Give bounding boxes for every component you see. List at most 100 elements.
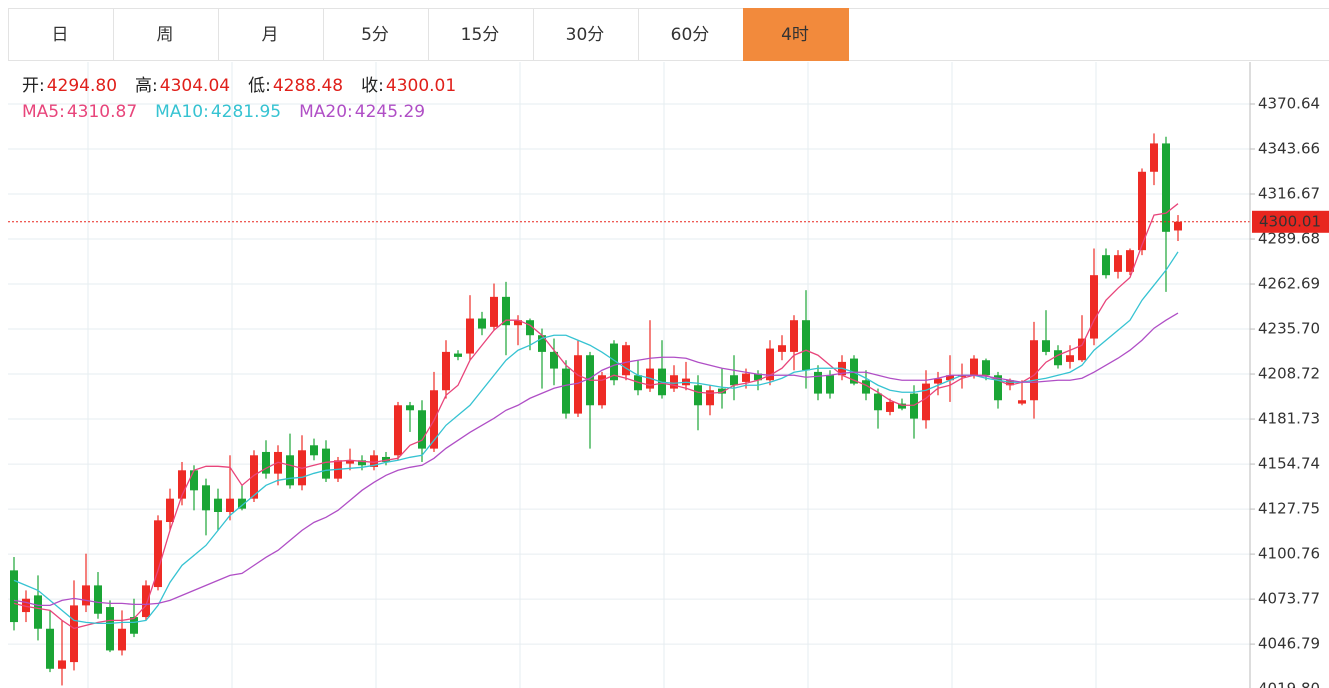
- info-label: MA20:: [299, 102, 353, 122]
- info-label: 低:: [248, 76, 271, 96]
- info-value: 4245.29: [355, 102, 425, 122]
- candle-body: [958, 375, 966, 377]
- y-tick-label: 4019.80: [1258, 680, 1320, 688]
- candle-body: [1138, 171, 1146, 251]
- candle-body: [418, 410, 426, 449]
- candle-body: [406, 405, 414, 411]
- candle-body: [1042, 340, 1050, 352]
- y-tick-label: 4262.69: [1258, 275, 1320, 293]
- tab-label[interactable]: 周: [157, 25, 174, 45]
- candle-body: [934, 378, 942, 384]
- candle-body: [898, 403, 906, 409]
- candle-body: [142, 585, 150, 618]
- tab-label[interactable]: 4时: [781, 25, 809, 45]
- tab[interactable]: [743, 8, 849, 61]
- candle-body: [706, 390, 714, 406]
- tab-label[interactable]: 月: [262, 25, 279, 45]
- tab-label[interactable]: 30分: [566, 25, 605, 45]
- tab[interactable]: [533, 8, 639, 61]
- tab[interactable]: [218, 8, 324, 61]
- candle-body: [1162, 143, 1170, 232]
- y-tick-label: 4343.66: [1258, 139, 1320, 157]
- candle-body: [214, 498, 222, 512]
- y-tick-label: 4181.73: [1258, 410, 1320, 428]
- y-tick-label: 4316.67: [1258, 185, 1320, 203]
- candle-body: [226, 498, 234, 512]
- candle-body: [874, 393, 882, 411]
- candle-body: [610, 343, 618, 381]
- y-tick-label: 4208.72: [1258, 365, 1320, 383]
- candle-body: [502, 296, 510, 326]
- y-tick-label: 4235.70: [1258, 320, 1320, 338]
- candle-body: [118, 628, 126, 651]
- candle-body: [970, 358, 978, 376]
- candle-body: [250, 455, 258, 499]
- y-axis-labels: 4370.64 4343.66 4316.67 4289.68 4262.69 4235.…: [1250, 94, 1329, 688]
- candle-body: [946, 375, 954, 381]
- candle-body: [982, 360, 990, 376]
- candle-body: [694, 385, 702, 406]
- candle-body: [622, 345, 630, 376]
- candle-body: [994, 375, 1002, 401]
- candle-body: [778, 345, 786, 352]
- candle-body: [466, 318, 474, 354]
- candle-body: [526, 320, 534, 336]
- candle-body: [670, 375, 678, 389]
- y-tick-label: 4289.68: [1258, 230, 1320, 248]
- candle-body: [58, 660, 66, 669]
- candle-body: [718, 388, 726, 394]
- candle-body: [1126, 250, 1134, 272]
- y-tick-label: 4127.75: [1258, 500, 1320, 518]
- tab[interactable]: [8, 8, 114, 61]
- plot: [8, 133, 1250, 686]
- candle-body: [1150, 143, 1158, 172]
- candle-body: [130, 617, 138, 634]
- candle-body: [514, 320, 522, 326]
- info-label: MA10:: [155, 102, 209, 122]
- candle-body: [742, 373, 750, 382]
- tab-label[interactable]: 60分: [671, 25, 710, 45]
- candle-body: [1102, 255, 1110, 276]
- candle-body: [178, 470, 186, 499]
- candle-body: [394, 405, 402, 456]
- y-tick-label: 4046.79: [1258, 635, 1320, 653]
- candle-body: [574, 355, 582, 414]
- info-label: 开:: [22, 76, 45, 96]
- candle-body: [922, 383, 930, 421]
- candle-body: [202, 485, 210, 511]
- candle-body: [490, 296, 498, 327]
- candle-body: [382, 456, 390, 462]
- candle-body: [802, 320, 810, 371]
- candle-body: [262, 451, 270, 474]
- tab[interactable]: [323, 8, 429, 61]
- tab-label[interactable]: 15分: [461, 25, 500, 45]
- candle-body: [562, 368, 570, 414]
- candle-body: [310, 445, 318, 456]
- last-price-box: [1252, 210, 1329, 233]
- candle-body: [766, 348, 774, 381]
- candle-body: [34, 595, 42, 629]
- tab[interactable]: [113, 8, 219, 61]
- candle-body: [850, 358, 858, 384]
- tab-label[interactable]: 日: [52, 25, 69, 45]
- candle-body: [1030, 340, 1038, 401]
- candle-body: [1018, 400, 1026, 404]
- candle-body: [1174, 221, 1182, 231]
- y-tick-label: 4154.74: [1258, 455, 1320, 473]
- candle-body: [454, 353, 462, 357]
- candle-body: [862, 380, 870, 394]
- y-tick-label: 4100.76: [1258, 545, 1320, 563]
- tab[interactable]: [638, 8, 744, 61]
- candle-body: [910, 393, 918, 419]
- info-value: 4300.01: [386, 76, 456, 96]
- info-value: 4281.95: [211, 102, 281, 122]
- candle-body: [106, 607, 114, 651]
- info-value: 4294.80: [47, 76, 117, 96]
- y-tick-label: 4073.77: [1258, 590, 1320, 608]
- info-label: MA5:: [22, 102, 65, 122]
- candle-body: [1114, 255, 1122, 272]
- tab-label[interactable]: 5分: [361, 25, 389, 45]
- candle-body: [1054, 350, 1062, 366]
- candle-body: [70, 605, 78, 663]
